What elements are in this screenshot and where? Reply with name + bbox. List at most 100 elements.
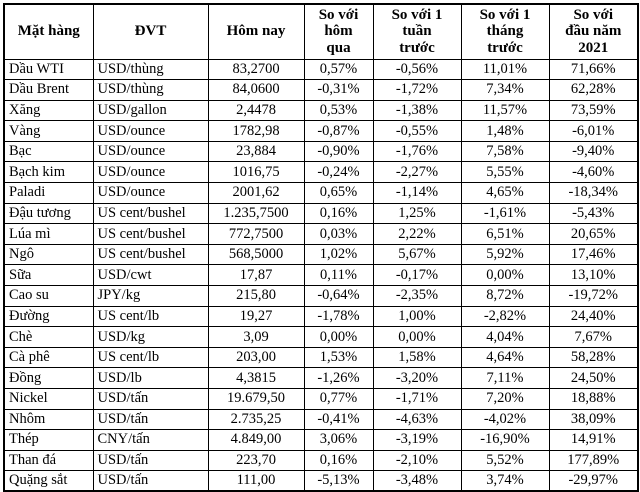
- cell-vs-yesterday: 0,16%: [303, 449, 374, 472]
- cell-unit: USD/kg: [92, 326, 209, 348]
- cell-commodity: Ngô: [3, 243, 94, 266]
- cell-vs-month: -4,02%: [460, 408, 550, 431]
- table-row: Cà phê US cent/lb 203,00 1,53% 1,58% 4,64% 58,…: [3, 346, 639, 369]
- cell-vs-week: 1,00%: [372, 305, 462, 328]
- cell-vs-ytd: -6,01%: [548, 120, 639, 142]
- cell-unit: USD/thùng: [92, 58, 209, 81]
- cell-unit: USD/lb: [92, 367, 209, 389]
- table-row: Bạc USD/ounce 23,884 -0,90% -1,76% 7,58% -9,40…: [3, 140, 639, 163]
- table-row: Dầu Brent USD/thùng 84,0600 -0,31% -1,72% 7,3…: [3, 79, 639, 101]
- cell-vs-ytd: 17,46%: [548, 243, 639, 266]
- cell-vs-yesterday: 0,11%: [303, 264, 374, 287]
- cell-today: 2001,62: [207, 182, 305, 204]
- cell-today: 3,09: [207, 326, 305, 348]
- cell-vs-month: 3,74%: [460, 470, 550, 492]
- cell-today: 1016,75: [207, 161, 305, 184]
- cell-today: 111,00: [207, 470, 305, 492]
- cell-vs-ytd: -29,97%: [548, 470, 639, 492]
- table-row: Vàng USD/ounce 1782,98 -0,87% -0,55% 1,48% -6,…: [3, 120, 639, 142]
- cell-vs-month: 7,58%: [460, 140, 550, 163]
- cell-commodity: Dầu WTI: [3, 58, 94, 81]
- cell-today: 2.735,25: [207, 408, 305, 431]
- cell-vs-month: 7,34%: [460, 79, 550, 101]
- header-commodity: Mặt hàng: [3, 3, 94, 60]
- cell-vs-week: -3,20%: [372, 367, 462, 389]
- header-vs-yesterday: So với hôm qua: [303, 3, 374, 60]
- header-today: Hôm nay: [207, 3, 305, 60]
- cell-today: 223,70: [207, 449, 305, 472]
- table-row: Ngô US cent/bushel 568,5000 1,02% 5,67% 5,92%…: [3, 243, 639, 266]
- cell-commodity: Xăng: [3, 99, 94, 122]
- cell-vs-ytd: 71,66%: [548, 58, 639, 81]
- cell-today: 83,2700: [207, 58, 305, 81]
- table-row: Paladi USD/ounce 2001,62 0,65% -1,14% 4,65% -1…: [3, 182, 639, 204]
- cell-today: 17,87: [207, 264, 305, 287]
- cell-vs-yesterday: 0,65%: [303, 182, 374, 204]
- cell-vs-yesterday: 0,00%: [303, 326, 374, 348]
- cell-vs-month: -2,82%: [460, 305, 550, 328]
- cell-vs-yesterday: 0,03%: [303, 223, 374, 245]
- cell-unit: USD/tấn: [92, 449, 209, 472]
- cell-vs-month: 11,57%: [460, 99, 550, 122]
- cell-vs-yesterday: 0,77%: [303, 388, 374, 410]
- cell-unit: USD/ounce: [92, 182, 209, 204]
- cell-vs-yesterday: -0,64%: [303, 285, 374, 307]
- cell-vs-yesterday: 0,16%: [303, 202, 374, 225]
- cell-vs-week: 1,25%: [372, 202, 462, 225]
- header-vs-ytd: So với đầu năm 2021: [548, 3, 639, 60]
- cell-vs-week: 5,67%: [372, 243, 462, 266]
- cell-today: 568,5000: [207, 243, 305, 266]
- cell-unit: USD/ounce: [92, 140, 209, 163]
- table-row: Đường US cent/lb 19,27 -1,78% 1,00% -2,82% 24,…: [3, 305, 639, 328]
- cell-vs-yesterday: -0,31%: [303, 79, 374, 101]
- cell-unit: USD/thùng: [92, 79, 209, 101]
- table-row: Bạch kim USD/ounce 1016,75 -0,24% -2,27% 5,55…: [3, 161, 639, 184]
- cell-vs-month: 4,04%: [460, 326, 550, 348]
- cell-unit: USD/tấn: [92, 408, 209, 431]
- cell-today: 19,27: [207, 305, 305, 328]
- cell-commodity: Đường: [3, 305, 94, 328]
- cell-commodity: Đậu tương: [3, 202, 94, 225]
- cell-commodity: Cao su: [3, 285, 94, 307]
- cell-vs-week: 2,22%: [372, 223, 462, 245]
- cell-vs-week: -0,56%: [372, 58, 462, 81]
- cell-commodity: Quặng sắt: [3, 470, 94, 492]
- cell-vs-week: -1,38%: [372, 99, 462, 122]
- cell-vs-ytd: 38,09%: [548, 408, 639, 431]
- cell-vs-yesterday: -1,78%: [303, 305, 374, 328]
- cell-vs-ytd: 58,28%: [548, 346, 639, 369]
- cell-today: 84,0600: [207, 79, 305, 101]
- cell-vs-yesterday: -0,41%: [303, 408, 374, 431]
- table-header: Mặt hàng ĐVT Hôm nay So với hôm qua So v…: [3, 3, 639, 60]
- cell-vs-week: -0,17%: [372, 264, 462, 287]
- table-row: Than đá USD/tấn 223,70 0,16% -2,10% 5,52% 177,…: [3, 449, 639, 472]
- cell-unit: US cent/lb: [92, 305, 209, 328]
- header-row: Mặt hàng ĐVT Hôm nay So với hôm qua So v…: [3, 3, 639, 60]
- cell-vs-yesterday: -5,13%: [303, 470, 374, 492]
- cell-commodity: Cà phê: [3, 346, 94, 369]
- cell-vs-week: -2,35%: [372, 285, 462, 307]
- cell-vs-yesterday: -0,90%: [303, 140, 374, 163]
- cell-vs-ytd: 13,10%: [548, 264, 639, 287]
- cell-vs-ytd: 177,89%: [548, 449, 639, 472]
- cell-vs-month: 7,20%: [460, 388, 550, 410]
- cell-unit: USD/ounce: [92, 161, 209, 184]
- cell-vs-week: 0,00%: [372, 326, 462, 348]
- cell-vs-month: -1,61%: [460, 202, 550, 225]
- cell-today: 19.679,50: [207, 388, 305, 410]
- cell-vs-month: 7,11%: [460, 367, 550, 389]
- cell-today: 772,7500: [207, 223, 305, 245]
- cell-vs-week: -0,55%: [372, 120, 462, 142]
- cell-unit: US cent/bushel: [92, 223, 209, 245]
- cell-vs-week: -2,27%: [372, 161, 462, 184]
- cell-vs-yesterday: -0,24%: [303, 161, 374, 184]
- cell-commodity: Đồng: [3, 367, 94, 389]
- cell-today: 203,00: [207, 346, 305, 369]
- cell-vs-week: 1,58%: [372, 346, 462, 369]
- cell-vs-yesterday: -1,26%: [303, 367, 374, 389]
- cell-vs-yesterday: -0,87%: [303, 120, 374, 142]
- cell-vs-yesterday: 3,06%: [303, 429, 374, 451]
- cell-today: 4.849,00: [207, 429, 305, 451]
- table-row: Đồng USD/lb 4,3815 -1,26% -3,20% 7,11% 24,50%: [3, 367, 639, 389]
- cell-unit: US cent/lb: [92, 346, 209, 369]
